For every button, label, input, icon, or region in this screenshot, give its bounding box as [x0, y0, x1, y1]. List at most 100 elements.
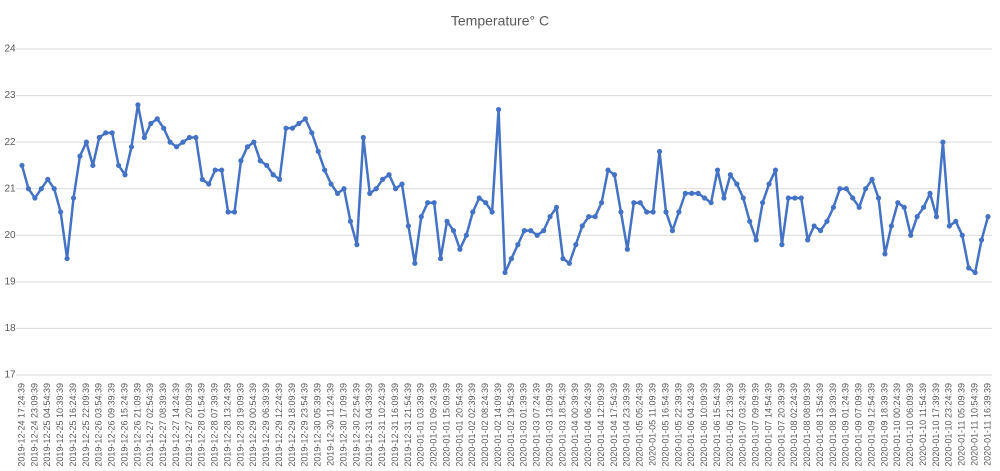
- data-point: [830, 204, 837, 210]
- data-point: [824, 218, 830, 224]
- data-point: [541, 228, 547, 234]
- x-tick-label: 2019-12-30 22:54:39: [351, 383, 361, 467]
- data-point: [463, 232, 469, 238]
- x-tick-label: 2019-12-27 20:09:39: [184, 383, 194, 467]
- x-tick-label: 2019-12-29 12:24:39: [274, 383, 284, 467]
- data-point: [109, 130, 115, 136]
- x-tick-label: 2019-12-30 05:39:39: [313, 383, 323, 467]
- x-tick-label: 2020-01-01 09:24:39: [429, 383, 439, 467]
- x-tick-label: 2019-12-28 07:39:39: [210, 383, 220, 467]
- data-point: [64, 255, 70, 262]
- data-point: [747, 218, 753, 224]
- y-tick-label: 17: [4, 370, 16, 381]
- x-tick-label: 2020-01-06 04:24:39: [686, 383, 696, 467]
- data-point: [650, 209, 656, 215]
- data-point: [843, 186, 849, 192]
- data-point: [946, 223, 952, 229]
- data-point: [128, 144, 135, 150]
- x-tick-label: 2020-01-03 13:09:39: [544, 383, 554, 467]
- data-point: [347, 218, 354, 224]
- data-point: [985, 214, 991, 220]
- data-point: [534, 232, 540, 238]
- x-tick-label: 2019-12-24 23:09:39: [29, 383, 39, 467]
- x-tick-label: 2020-01-10 00:24:39: [892, 383, 902, 467]
- data-point: [438, 255, 444, 262]
- data-point: [875, 195, 882, 201]
- data-point: [689, 190, 695, 196]
- x-tick-label: 2019-12-31 10:24:39: [377, 383, 387, 467]
- x-tick-label: 2020-01-03 01:39:39: [519, 383, 529, 467]
- data-point: [476, 195, 482, 201]
- data-point: [669, 228, 676, 234]
- x-tick-label: 2019-12-28 01:54:39: [197, 383, 207, 467]
- data-point: [431, 200, 437, 206]
- data-point: [579, 223, 585, 229]
- x-tick-label: 2019-12-30 11:24:39: [325, 383, 335, 466]
- data-point: [70, 195, 77, 201]
- data-point: [895, 200, 901, 206]
- x-tick-label: 2020-01-01 15:09:39: [441, 383, 451, 467]
- x-tick-label: 2020-01-11 16:39:39: [982, 383, 992, 466]
- data-point: [940, 139, 946, 145]
- x-tick-label: 2019-12-26 15:24:39: [119, 383, 129, 467]
- x-tick-label: 2019-12-25 22:09:39: [81, 383, 91, 467]
- data-point: [328, 181, 334, 187]
- data-point: [599, 200, 605, 206]
- data-point: [560, 255, 566, 262]
- x-tick-label: 2020-01-02 14:09:39: [493, 383, 503, 467]
- x-tick-label: 2020-01-07 03:24:39: [738, 383, 748, 467]
- data-point: [244, 144, 250, 150]
- data-point: [173, 144, 180, 150]
- x-tick-label: 2019-12-26 09:39:39: [107, 383, 117, 467]
- data-point: [373, 186, 379, 192]
- data-point: [901, 204, 907, 210]
- data-point: [38, 186, 44, 192]
- data-point: [586, 214, 592, 220]
- data-point: [483, 200, 489, 206]
- data-point: [637, 200, 643, 206]
- data-point: [77, 153, 83, 159]
- x-tick-label: 2019-12-29 23:54:39: [300, 383, 310, 467]
- data-point: [863, 186, 869, 192]
- data-point: [753, 237, 759, 243]
- y-tick-label: 21: [4, 183, 16, 194]
- data-point: [959, 232, 965, 238]
- y-tick-label: 20: [4, 230, 16, 241]
- data-point: [618, 209, 624, 215]
- data-point: [850, 195, 856, 201]
- x-tick-label: 2020-01-07 09:09:39: [751, 383, 761, 467]
- data-point: [135, 102, 141, 108]
- x-tick-label: 2019-12-25 04:54:39: [42, 383, 52, 467]
- x-tick-label: 2019-12-31 21:54:39: [403, 383, 413, 467]
- x-tick-label: 2019-12-31 16:09:39: [390, 383, 400, 467]
- x-tick-label: 2020-01-04 17:54:39: [609, 383, 619, 467]
- data-point: [116, 162, 122, 169]
- data-point: [663, 209, 669, 215]
- data-point: [296, 120, 302, 127]
- data-point: [405, 223, 411, 229]
- data-point: [869, 176, 875, 182]
- data-point: [334, 190, 341, 196]
- data-point: [953, 218, 959, 224]
- data-point: [856, 204, 862, 210]
- data-point: [528, 228, 534, 234]
- data-point: [644, 209, 650, 215]
- data-point: [676, 209, 682, 215]
- data-point: [978, 237, 985, 243]
- data-point: [122, 172, 128, 178]
- data-point: [418, 214, 424, 220]
- x-tick-label: 2020-01-08 02:24:39: [789, 383, 799, 467]
- data-point: [32, 195, 38, 201]
- data-point: [25, 186, 32, 192]
- data-point: [695, 190, 701, 196]
- data-point: [341, 186, 347, 192]
- chart-title: Temperature° C: [451, 13, 549, 29]
- data-point: [966, 265, 972, 271]
- x-tick-label: 2020-01-01 03:39:39: [416, 383, 426, 467]
- data-point: [257, 158, 263, 164]
- x-tick-label: 2020-01-02 19:54:39: [506, 383, 516, 467]
- y-tick-label: 19: [4, 276, 16, 287]
- data-point: [656, 148, 663, 155]
- data-point: [515, 242, 521, 248]
- x-tick-label: 2020-01-04 00:39:39: [570, 383, 580, 467]
